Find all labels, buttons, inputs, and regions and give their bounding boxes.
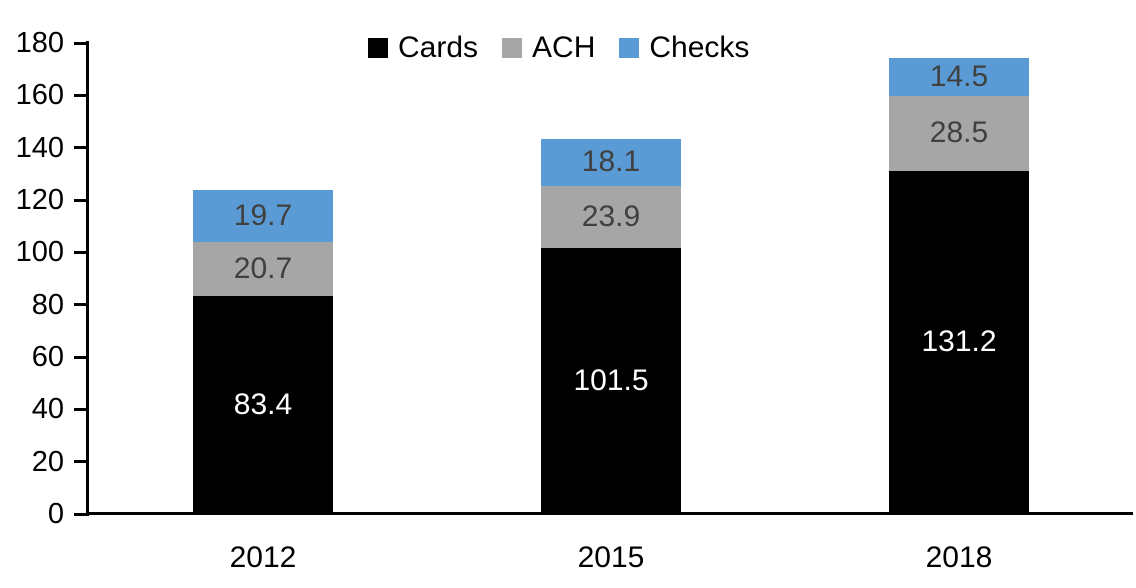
chart-legend: Cards ACH Checks: [368, 31, 749, 65]
bar-segment-checks-2015: 18.1: [541, 138, 681, 186]
legend-label: ACH: [532, 31, 596, 64]
bar-segment-cards-2012: 83.4: [193, 295, 333, 514]
y-tick-mark: [74, 146, 86, 149]
y-tick-mark: [74, 199, 86, 202]
bar-segment-checks-2012: 19.7: [193, 190, 333, 242]
bar-value-label: 19.7: [233, 198, 293, 232]
y-tick-label: 40: [31, 393, 64, 425]
legend-swatch-checks-icon: [619, 38, 640, 58]
y-tick-label: 0: [47, 498, 64, 530]
legend-swatch-ach-icon: [502, 38, 523, 58]
legend-label: Cards: [398, 31, 479, 64]
y-tick-label: 60: [31, 341, 64, 373]
bar-value-label: 14.5: [929, 60, 989, 94]
y-tick-mark: [74, 356, 86, 359]
y-tick-mark: [74, 513, 86, 516]
y-tick-mark: [74, 303, 86, 306]
y-tick-mark: [74, 460, 86, 463]
y-tick-label: 180: [15, 27, 64, 59]
x-axis-label-2012: 2012: [229, 541, 297, 574]
bar-segment-ach-2015: 23.9: [541, 185, 681, 249]
y-tick-label: 120: [15, 184, 64, 216]
bar-segment-checks-2018: 14.5: [889, 58, 1029, 97]
y-tick-mark: [74, 42, 86, 45]
y-tick-label: 100: [15, 236, 64, 268]
legend-swatch-cards-icon: [368, 38, 388, 58]
y-tick-label: 140: [15, 132, 64, 164]
y-tick-label: 160: [15, 79, 64, 111]
bar-segment-ach-2012: 20.7: [193, 241, 333, 296]
bar-value-label: 20.7: [233, 251, 293, 285]
bar-value-label: 83.4: [233, 387, 293, 421]
y-axis-line: [86, 41, 89, 516]
bar-value-label: 28.5: [929, 116, 989, 150]
y-tick-mark: [74, 94, 86, 97]
x-axis-label-2018: 2018: [925, 541, 993, 574]
y-tick-mark: [74, 408, 86, 411]
bar-segment-ach-2018: 28.5: [889, 96, 1029, 171]
y-tick-label: 80: [31, 289, 64, 321]
legend-item-cards: Cards: [368, 31, 478, 65]
legend-label: Checks: [649, 31, 750, 64]
y-tick-mark: [74, 251, 86, 254]
legend-item-ach: ACH: [502, 31, 595, 65]
bar-value-label: 101.5: [573, 364, 649, 398]
y-tick-label: 20: [31, 446, 64, 478]
bar-segment-cards-2015: 101.5: [541, 248, 681, 514]
bar-value-label: 18.1: [581, 145, 641, 179]
legend-item-checks: Checks: [619, 31, 749, 65]
bar-value-label: 23.9: [581, 200, 641, 234]
bar-segment-cards-2018: 131.2: [889, 170, 1029, 514]
bar-value-label: 131.2: [921, 325, 997, 359]
x-axis-label-2015: 2015: [577, 541, 645, 574]
